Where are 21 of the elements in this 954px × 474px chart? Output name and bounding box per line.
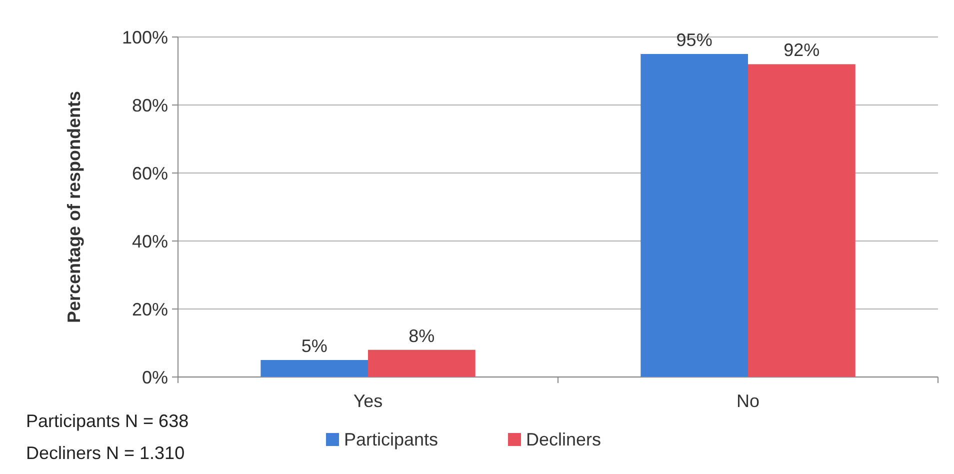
y-tick-label: 0% <box>142 367 168 388</box>
y-tick-label: 20% <box>132 299 168 320</box>
bar <box>748 64 856 377</box>
text: Decliners N = 1.310 <box>26 443 185 463</box>
x-tick-label: Yes <box>353 391 383 411</box>
text: Participants N = 638 <box>26 411 189 431</box>
x-tick-label: No <box>736 391 760 411</box>
data-label: 8% <box>408 326 435 346</box>
bar <box>260 360 368 377</box>
y-tick-label: 80% <box>132 95 168 116</box>
y-tick-label: 60% <box>132 163 168 184</box>
data-label: 92% <box>784 40 820 60</box>
bar <box>640 54 748 377</box>
data-label: 95% <box>676 30 712 50</box>
y-axis-title: Percentage of respondents <box>64 90 84 324</box>
legend-label: Participants <box>344 429 438 450</box>
bar <box>368 350 476 377</box>
legend-label: Decliners <box>526 429 602 450</box>
y-tick-label: 40% <box>132 231 168 252</box>
data-label: 5% <box>301 336 328 356</box>
y-tick-label: 100% <box>122 27 168 48</box>
